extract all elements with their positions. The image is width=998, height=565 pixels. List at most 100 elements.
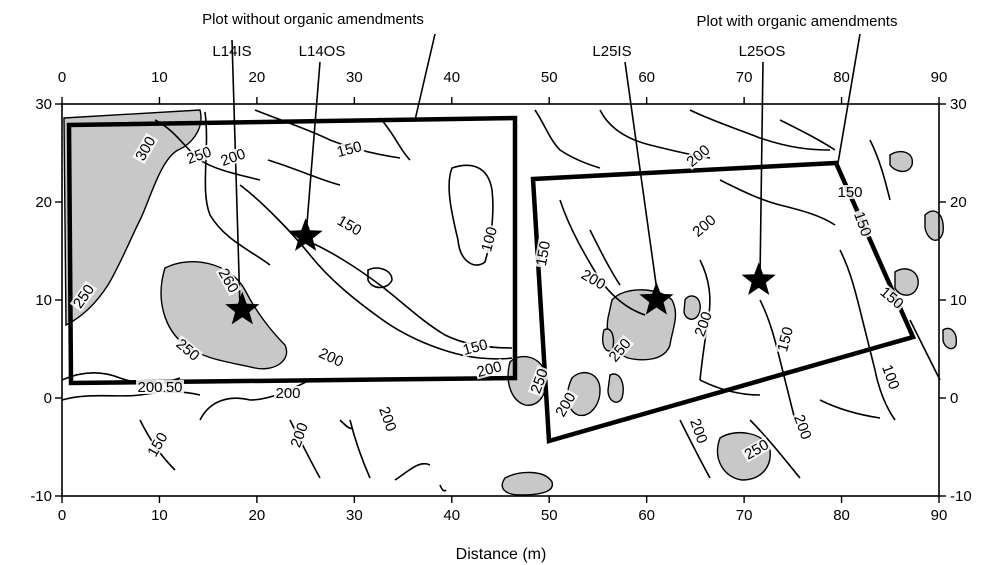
- contour-label-bg: [144, 428, 171, 461]
- contour-label-bg: [217, 145, 249, 169]
- shade-top-left: [63, 109, 202, 327]
- contour-label-bg: [459, 336, 491, 358]
- contour-label-bg: [687, 415, 711, 447]
- contour-label-bg: [876, 283, 908, 313]
- plot-with-amendments-boundary: [530, 160, 917, 444]
- contour-label-150: 150: [335, 138, 364, 161]
- y-tick-right-0: 0: [950, 390, 958, 407]
- x-tick-bottom-20: 20: [249, 507, 266, 524]
- x-axis-bottom-labels: 0 10 20 30 40 50 60 70 80 90: [58, 507, 948, 524]
- x-tick-bottom-70: 70: [736, 507, 753, 524]
- station-label-l14is: L14IS: [212, 43, 251, 60]
- contour-label-bg: [315, 345, 347, 370]
- y-tick-left--10: -10: [30, 488, 52, 505]
- station-label-l25os: L25OS: [739, 43, 786, 60]
- contour-label-200: 200: [275, 385, 300, 402]
- x-tick-top-30: 30: [346, 69, 363, 86]
- station-star-l14is: [225, 291, 260, 325]
- y-tick-right-10: 10: [950, 292, 967, 309]
- annotation-plot-without: Plot without organic amendments: [202, 11, 424, 28]
- y-tick-right-30: 30: [950, 96, 967, 113]
- annotation-leaders: [231, 33, 861, 309]
- contour-label-200: 200: [475, 358, 504, 381]
- contour-label-150: 150: [837, 184, 862, 201]
- contour-label-bg: [533, 238, 553, 269]
- y-axis-right-labels: 30 20 10 0 -10: [950, 96, 972, 505]
- contour-label-200: 200: [137, 379, 162, 396]
- x-tick-top-90: 90: [931, 69, 948, 86]
- shade-right-1: [894, 268, 919, 296]
- x-tick-top-70: 70: [736, 69, 753, 86]
- y-axis-left-labels: 30 20 10 0 -10: [30, 96, 52, 505]
- y-tick-right-20: 20: [950, 194, 967, 211]
- x-tick-top-60: 60: [638, 69, 655, 86]
- x-tick-top-50: 50: [541, 69, 558, 86]
- y-tick-right--10: -10: [950, 488, 972, 505]
- contour-label-bg: [682, 141, 714, 171]
- shade-right-2: [924, 210, 944, 241]
- contour-label-bg: [136, 380, 164, 394]
- contour-label-bg: [791, 411, 815, 443]
- contour-label-bg: [376, 403, 400, 435]
- contour-label-bg: [851, 208, 875, 240]
- y-tick-left-30: 30: [35, 96, 52, 113]
- station-label-l14os: L14OS: [299, 43, 346, 60]
- contour-label-bg: [215, 264, 242, 297]
- contour-label-bg: [740, 436, 773, 463]
- contour-label-bg: [172, 335, 204, 365]
- contour-label-bg: [552, 388, 579, 421]
- contour-label-200: 200: [689, 212, 719, 241]
- annotation-plot-with: Plot with organic amendments: [697, 13, 898, 30]
- x-tick-bottom-50: 50: [541, 507, 558, 524]
- contour-label-bg: [836, 185, 864, 199]
- contour-label-bg: [473, 358, 505, 380]
- x-tick-bottom-90: 90: [931, 507, 948, 524]
- contour-label-100: 100: [478, 225, 501, 254]
- contour-label-150: 150: [774, 325, 797, 354]
- station-label-l25is: L25IS: [592, 43, 631, 60]
- contour-label-bg: [132, 132, 159, 165]
- contour-label-bg: [691, 308, 715, 340]
- x-tick-bottom-30: 30: [346, 507, 363, 524]
- contour-label-bg: [688, 211, 720, 241]
- contour-label-bg: [879, 361, 903, 393]
- x-tick-top-0: 0: [58, 69, 66, 86]
- x-tick-top-20: 20: [249, 69, 266, 86]
- shade-small-1: [683, 295, 701, 320]
- x-axis-top-labels: 0 10 20 30 40 50 60 70 80 90: [58, 69, 948, 86]
- y-tick-left-0: 0: [44, 390, 52, 407]
- y-tick-left-10: 10: [35, 292, 52, 309]
- shade-bottom-center: [501, 471, 554, 496]
- contour-label-150: 150: [533, 240, 554, 268]
- x-tick-bottom-80: 80: [833, 507, 850, 524]
- shade-small-4: [607, 373, 624, 403]
- contour-label-bg: [605, 334, 635, 366]
- axis-ticks: [55, 97, 946, 503]
- station-star-l14os: [288, 218, 323, 251]
- x-tick-bottom-10: 10: [151, 507, 168, 524]
- contour-label-bg: [333, 212, 366, 239]
- station-star-l25is: [639, 282, 674, 315]
- station-markers: L14IS L14OS L25IS L25OS: [212, 43, 786, 325]
- shade-right-3: [889, 150, 914, 173]
- contour-label-200: 200: [683, 142, 713, 171]
- contour-label-bg: [577, 266, 610, 293]
- contour-label-bg: [183, 143, 215, 167]
- contour-label-bg: [287, 419, 311, 451]
- shaded-zones: [63, 109, 958, 496]
- contour-label-bg: [527, 365, 551, 397]
- contour-label-bg: [69, 280, 98, 312]
- contour-label-150: 150: [461, 336, 490, 359]
- x-tick-bottom-40: 40: [443, 507, 460, 524]
- x-tick-top-10: 10: [151, 69, 168, 86]
- x-tick-bottom-60: 60: [638, 507, 655, 524]
- contour-label-bg: [274, 386, 302, 400]
- y-tick-left-20: 20: [35, 194, 52, 211]
- station-star-l25os: [741, 262, 776, 295]
- x-tick-top-80: 80: [833, 69, 850, 86]
- plot-without-amendments-boundary: [66, 115, 518, 386]
- x-tick-top-40: 40: [443, 69, 460, 86]
- x-tick-bottom-0: 0: [58, 507, 66, 524]
- shade-right-4: [942, 327, 958, 350]
